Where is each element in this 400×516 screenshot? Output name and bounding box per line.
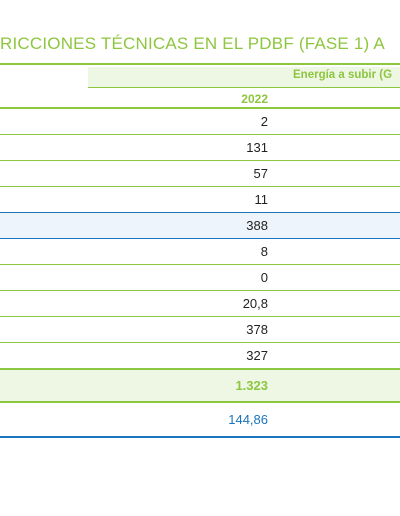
table-row: 388 [0,213,400,239]
column-group-divider [88,87,400,88]
table-cell-2022: 2 [260,114,268,129]
table-cell-2022: 144,86 [228,412,268,427]
table-cell-2022: 131 [246,140,268,155]
table-row: 20,8 [0,291,400,317]
table-cell-2022: 0 [260,270,268,285]
table-cell-2022: 327 [246,348,268,363]
table-cell-2022: 11 [254,192,269,207]
table-cell-2022: 378 [246,322,268,337]
table-row: 8 [0,239,400,265]
header-divider [0,107,400,109]
table-cell-2022: 20,8 [242,296,268,311]
column-group-label: Energía a subir (G [293,69,393,81]
table-cell-2022: 57 [253,166,268,181]
table-cell-2022: 8 [260,244,268,259]
table-row: 11 [0,187,400,213]
table-row: 378 [0,317,400,343]
table-row: 57 [0,161,400,187]
summary-row: 144,86 [0,403,400,438]
table-cell-2022: 1.323 [235,378,268,393]
table-row: 0 [0,265,400,291]
column-group-header [88,67,400,87]
table-row: 131 [0,135,400,161]
table-title: RICCIONES TÉCNICAS EN EL PDBF (FASE 1) A [0,34,385,53]
table-row: 327 [0,343,400,370]
table-row: 2 [0,109,400,135]
title-divider [0,63,400,65]
total-row: 1.323 [0,370,400,403]
year-column-header: 2022 [241,92,268,106]
table-cell-2022: 388 [246,218,268,233]
